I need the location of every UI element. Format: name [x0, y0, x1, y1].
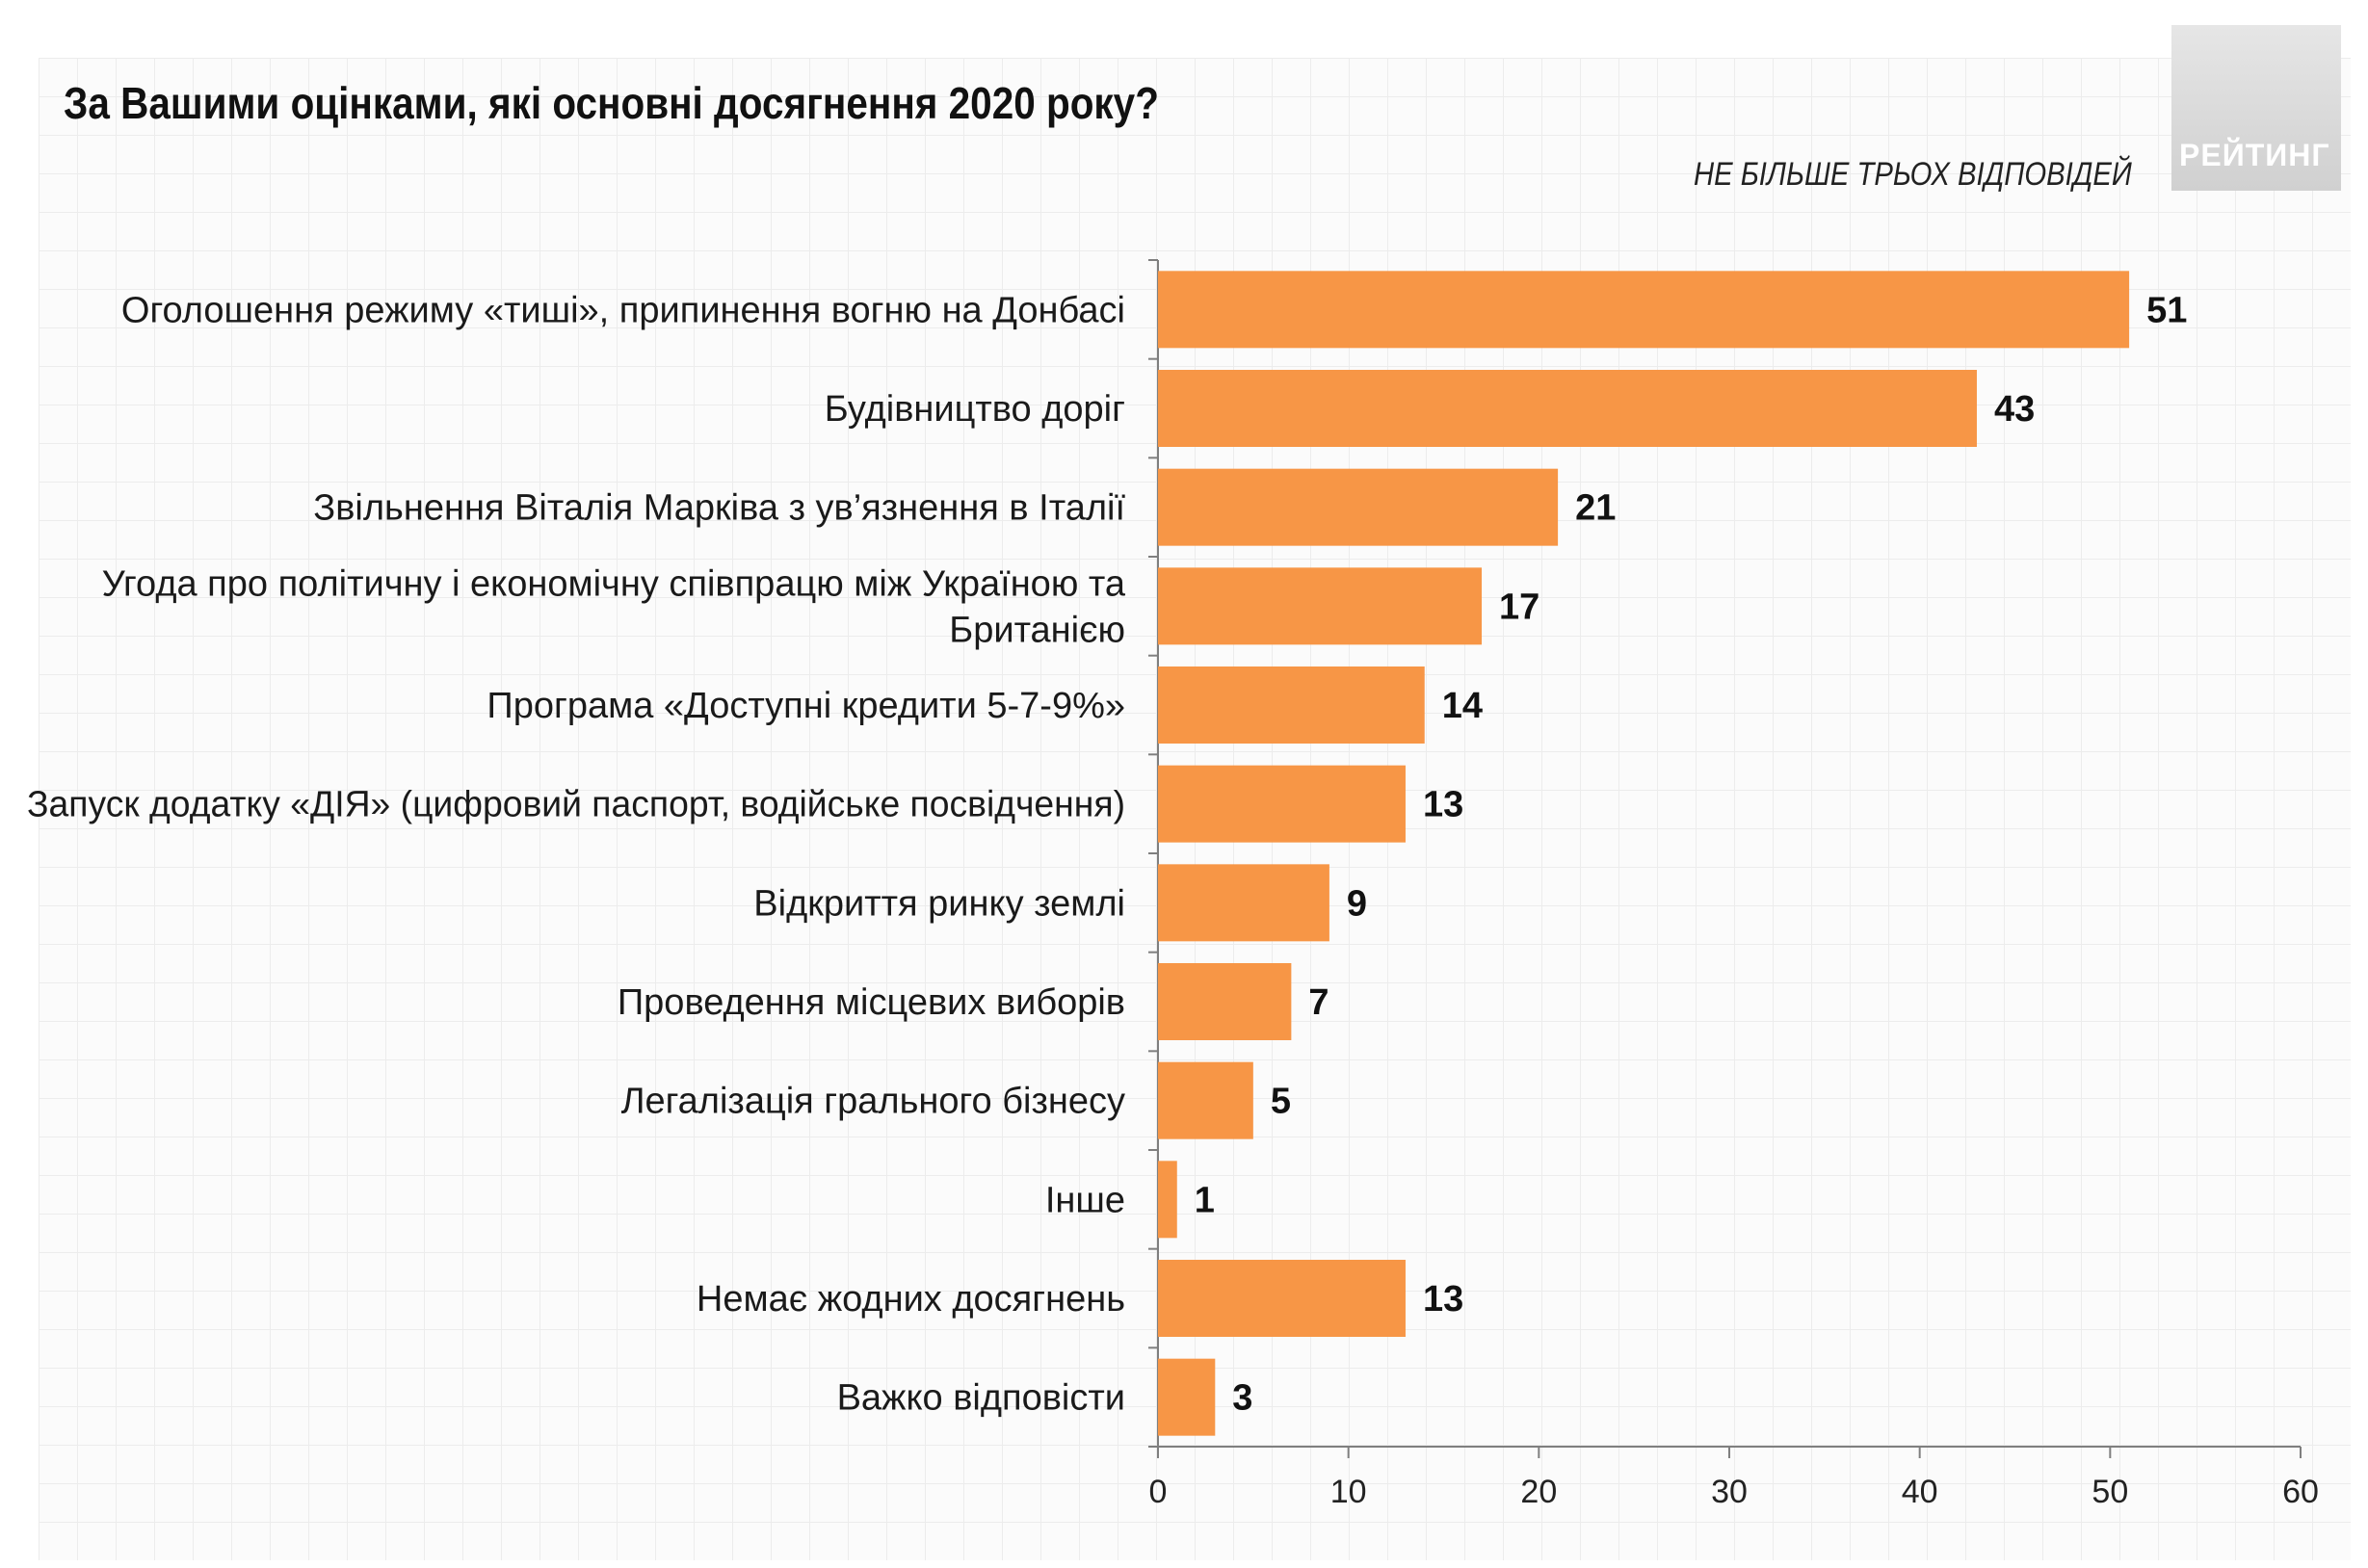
category-label: Важко відповісти — [837, 1378, 1125, 1419]
category-label: Інше — [1045, 1180, 1125, 1220]
bar — [1158, 370, 1977, 447]
x-tick-label: 10 — [1330, 1474, 1367, 1510]
bar — [1158, 864, 1329, 942]
bar-value-label: 5 — [1271, 1082, 1291, 1122]
bar-value-label: 7 — [1308, 982, 1329, 1023]
bar-value-label: 3 — [1232, 1378, 1252, 1419]
chart-subtitle: НЕ БІЛЬШЕ ТРЬОХ ВІДПОВІДЕЙ — [1694, 156, 2132, 193]
bar-value-label: 1 — [1195, 1180, 1215, 1220]
bar — [1158, 1358, 1216, 1436]
bar — [1158, 567, 1483, 645]
logo-text: РЕЙТИНГ — [2179, 138, 2330, 172]
category-label: Немає жодних досягнень — [697, 1279, 1125, 1320]
category-label: Проведення місцевих виборів — [618, 982, 1125, 1023]
bar-value-label: 14 — [1442, 686, 1483, 726]
bar-value-label: 9 — [1347, 883, 1367, 924]
bar — [1158, 271, 2130, 349]
bar-value-label: 51 — [2146, 290, 2187, 330]
x-tick-label: 20 — [1520, 1474, 1557, 1510]
chart-title: За Вашими оцінками, які основні досягнен… — [64, 78, 1159, 128]
x-tick-label: 30 — [1711, 1474, 1748, 1510]
bar — [1158, 666, 1425, 744]
bar-value-label: 21 — [1575, 488, 1616, 529]
bar — [1158, 1061, 1253, 1139]
category-label: Запуск додатку «ДІЯ» (цифровий паспорт, … — [27, 785, 1125, 825]
x-tick-label: 60 — [2282, 1474, 2319, 1510]
bar — [1158, 1260, 1406, 1337]
bar-value-label: 17 — [1499, 587, 1539, 627]
category-label: Британією — [949, 610, 1125, 650]
bar-value-label: 43 — [1994, 389, 2035, 430]
bar — [1158, 765, 1406, 843]
x-tick-label: 50 — [2092, 1474, 2128, 1510]
bar-value-label: 13 — [1423, 785, 1463, 825]
category-label: Оголошення режиму «тиші», припинення вог… — [121, 290, 1125, 330]
category-label: Програма «Доступні кредити 5-7-9%» — [487, 686, 1125, 726]
x-tick-label: 0 — [1149, 1474, 1168, 1510]
category-label: Відкриття ринку землі — [753, 883, 1125, 924]
bar — [1158, 1161, 1177, 1239]
rating-logo: РЕЙТИНГ — [2171, 25, 2341, 191]
category-label: Будівництво доріг — [825, 389, 1125, 430]
category-label: Звільнення Віталія Марківа з ув’язнення … — [313, 488, 1125, 529]
category-label: Легалізація грального бізнесу — [621, 1082, 1125, 1122]
x-tick-label: 40 — [1902, 1474, 1938, 1510]
bar — [1158, 963, 1292, 1040]
bar — [1158, 468, 1559, 546]
bar-value-label: 13 — [1423, 1279, 1463, 1320]
category-label: Угода про політичну і економічну співпра… — [102, 563, 1126, 604]
